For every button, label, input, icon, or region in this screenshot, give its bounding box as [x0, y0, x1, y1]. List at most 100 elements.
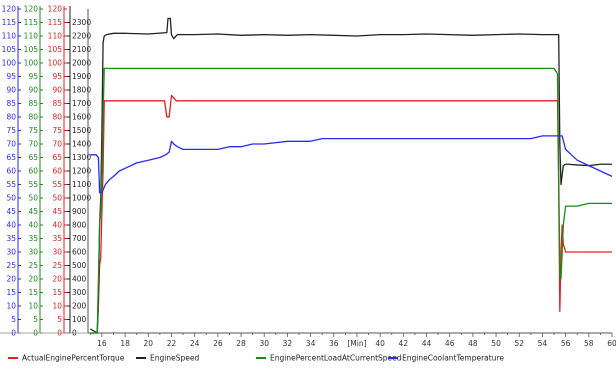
- y-tick-label-torque: 120: [48, 5, 63, 14]
- legend-entry: EngineCoolantTemperature: [388, 354, 504, 363]
- legend-label: EngineSpeed: [150, 354, 199, 363]
- y-tick-label-torque: 45: [52, 207, 62, 216]
- y-tick-label-load: 45: [28, 207, 38, 216]
- x-tick-label: 26: [213, 339, 223, 348]
- y-tick-label-coolant: 30: [6, 248, 16, 257]
- y-tick-label-torque: 75: [52, 126, 62, 135]
- y-tick-label-load: 95: [28, 72, 38, 81]
- y-tick-label-speed: 2300: [72, 18, 91, 27]
- y-tick-label-speed: 700: [72, 234, 87, 243]
- y-tick-label-load: 85: [28, 99, 38, 108]
- y-tick-label-coolant: 85: [6, 99, 16, 108]
- x-tick-label: 50: [491, 339, 501, 348]
- y-tick-label-coolant: 20: [6, 275, 16, 284]
- legend-entry: EnginePercentLoadAtCurrentSpeed: [256, 354, 402, 363]
- x-tick-label: 60: [607, 339, 616, 348]
- y-axis-coolant: 0510152025303540455055606570758085909510…: [2, 5, 21, 338]
- y-tick-label-load: 120: [24, 5, 39, 14]
- legend-label: EngineCoolantTemperature: [402, 354, 504, 363]
- x-tick-label: 28: [236, 339, 246, 348]
- y-tick-label-torque: 50: [52, 194, 62, 203]
- y-tick-label-load: 100: [24, 59, 39, 68]
- y-tick-label-load: 25: [28, 261, 38, 270]
- y-tick-label-coolant: 35: [6, 234, 16, 243]
- y-tick-label-coolant: 15: [6, 288, 16, 297]
- y-tick-label-coolant: 110: [2, 32, 17, 41]
- y-tick-label-torque: 10: [52, 302, 62, 311]
- y-tick-label-load: 110: [24, 32, 39, 41]
- y-axis-load: 0510152025303540455055606570758085909510…: [24, 5, 43, 338]
- x-tick-label: 16: [97, 339, 107, 348]
- y-tick-label-speed: 500: [72, 261, 87, 270]
- y-tick-label-coolant: 105: [2, 45, 17, 54]
- y-tick-label-speed: 1300: [72, 153, 91, 162]
- y-tick-label-speed: 400: [72, 275, 87, 284]
- y-tick-label-speed: 2000: [72, 59, 91, 68]
- y-tick-label-torque: 65: [52, 153, 62, 162]
- y-tick-label-torque: 5: [57, 315, 62, 324]
- y-tick-label-speed: 100: [72, 315, 87, 324]
- y-tick-label-coolant: 115: [2, 18, 17, 27]
- series-group: [89, 17, 613, 334]
- x-tick-label: 32: [283, 339, 293, 348]
- y-tick-label-load: 50: [28, 194, 38, 203]
- y-tick-label-load: 75: [28, 126, 38, 135]
- series-line-torque: [90, 94, 612, 334]
- y-tick-label-speed: 1700: [72, 99, 91, 108]
- y-axes-group: 0510152025303540455055606570758085909510…: [2, 5, 92, 338]
- series-line-coolant: [90, 135, 613, 194]
- y-tick-label-torque: 70: [52, 140, 62, 149]
- legend-entry: ActualEnginePercentTorque: [8, 354, 125, 363]
- x-tick-label: 22: [167, 339, 177, 348]
- x-tick-label: 48: [468, 339, 478, 348]
- x-tick-label: 18: [120, 339, 130, 348]
- y-tick-label-torque: 35: [52, 234, 62, 243]
- y-tick-label-load: 10: [28, 302, 38, 311]
- y-tick-label-coolant: 80: [6, 113, 16, 122]
- y-tick-label-load: 5: [33, 315, 38, 324]
- y-tick-label-torque: 95: [52, 72, 62, 81]
- x-tick-label: 46: [445, 339, 455, 348]
- y-tick-label-torque: 110: [48, 32, 63, 41]
- y-tick-label-speed: 900: [72, 207, 87, 216]
- x-tick-label: 40: [375, 339, 385, 348]
- x-tick-label: 44: [422, 339, 432, 348]
- y-tick-label-coolant: 5: [11, 315, 16, 324]
- y-tick-label-torque: 100: [48, 59, 63, 68]
- plot-frame-group: [0, 9, 612, 334]
- y-tick-label-speed: 2100: [72, 45, 91, 54]
- x-tick-label: 30: [259, 339, 269, 348]
- y-tick-label-speed: 1900: [72, 72, 91, 81]
- x-tick-label: 36: [329, 339, 339, 348]
- x-tick-label: 52: [514, 339, 524, 348]
- y-tick-label-speed: 2200: [72, 32, 91, 41]
- y-tick-label-load: 65: [28, 153, 38, 162]
- x-axis-unit-label: [Min]: [347, 339, 366, 348]
- x-tick-label: 42: [399, 339, 409, 348]
- y-tick-label-torque: 90: [52, 86, 62, 95]
- series-line-speed: [89, 17, 612, 334]
- x-axis-group: 16 18 20 22 24 26 28 30 32 34 36 40 42 44 46 48 50 52 54 56…: [89, 333, 616, 348]
- y-tick-label-coolant: 120: [2, 5, 17, 14]
- y-tick-label-coolant: 45: [6, 207, 16, 216]
- y-tick-label-coolant: 50: [6, 194, 16, 203]
- y-tick-label-torque: 40: [52, 221, 62, 230]
- y-tick-label-coolant: 100: [2, 59, 17, 68]
- y-tick-label-coolant: 40: [6, 221, 16, 230]
- y-tick-label-torque: 20: [52, 275, 62, 284]
- series-line-load: [90, 67, 612, 334]
- y-tick-label-speed: 300: [72, 288, 87, 297]
- y-tick-label-load: 115: [24, 18, 39, 27]
- y-tick-label-coolant: 70: [6, 140, 16, 149]
- y-tick-label-torque: 15: [52, 288, 62, 297]
- y-tick-label-speed: 1200: [72, 167, 91, 176]
- y-tick-label-speed: 200: [72, 302, 87, 311]
- y-tick-label-speed: 1400: [72, 140, 91, 149]
- y-axis-torque: 0510152025303540455055606570758085909510…: [48, 5, 67, 338]
- y-tick-label-load: 15: [28, 288, 38, 297]
- y-tick-label-speed: 600: [72, 248, 87, 257]
- y-tick-label-torque: 60: [52, 167, 62, 176]
- x-tick-label: 20: [144, 339, 154, 348]
